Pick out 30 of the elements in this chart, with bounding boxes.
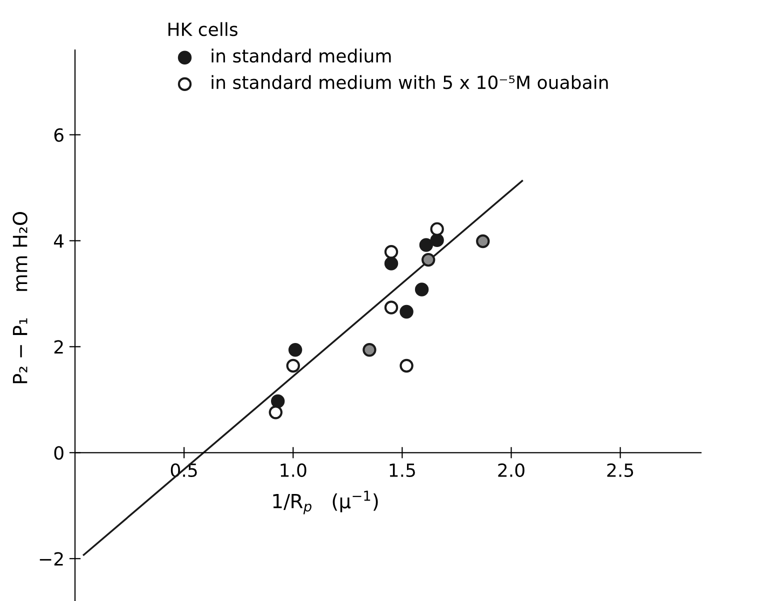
y-tick-label: 4 (54, 234, 64, 248)
legend-title: HK cells (168, 22, 238, 36)
y-tick-label: 2 (54, 340, 63, 354)
point (362, 343, 376, 357)
point (430, 233, 444, 248)
text: 1/R$_{p}$ (μ$^{−1}$) (273, 490, 378, 514)
point (419, 238, 434, 252)
point (421, 252, 436, 267)
point (268, 406, 283, 420)
y-tick-label: 6 (54, 128, 64, 142)
point (414, 282, 429, 296)
y-tick-label: 0 (54, 446, 64, 460)
x-tick-label: 2.0 (498, 463, 524, 478)
point (384, 256, 398, 270)
point (384, 245, 398, 259)
point (400, 304, 414, 319)
legend-label: in standard medium (212, 48, 391, 63)
x-tick-label: 2.5 (607, 463, 634, 478)
x-tick-label: 1.0 (280, 463, 306, 478)
point (384, 300, 398, 314)
point (270, 394, 285, 408)
point (476, 234, 490, 248)
y-axis-title: P₂ − P₁ mm H₂O (12, 212, 28, 384)
point (400, 358, 414, 373)
point (288, 343, 302, 357)
y-tick-label: −2 (40, 552, 63, 566)
x-tick-label: 1.5 (390, 464, 415, 478)
point (286, 358, 300, 373)
point (430, 222, 444, 236)
legend-label: in standard medium with 5 x 10⁻⁵M ouabain (212, 75, 608, 90)
